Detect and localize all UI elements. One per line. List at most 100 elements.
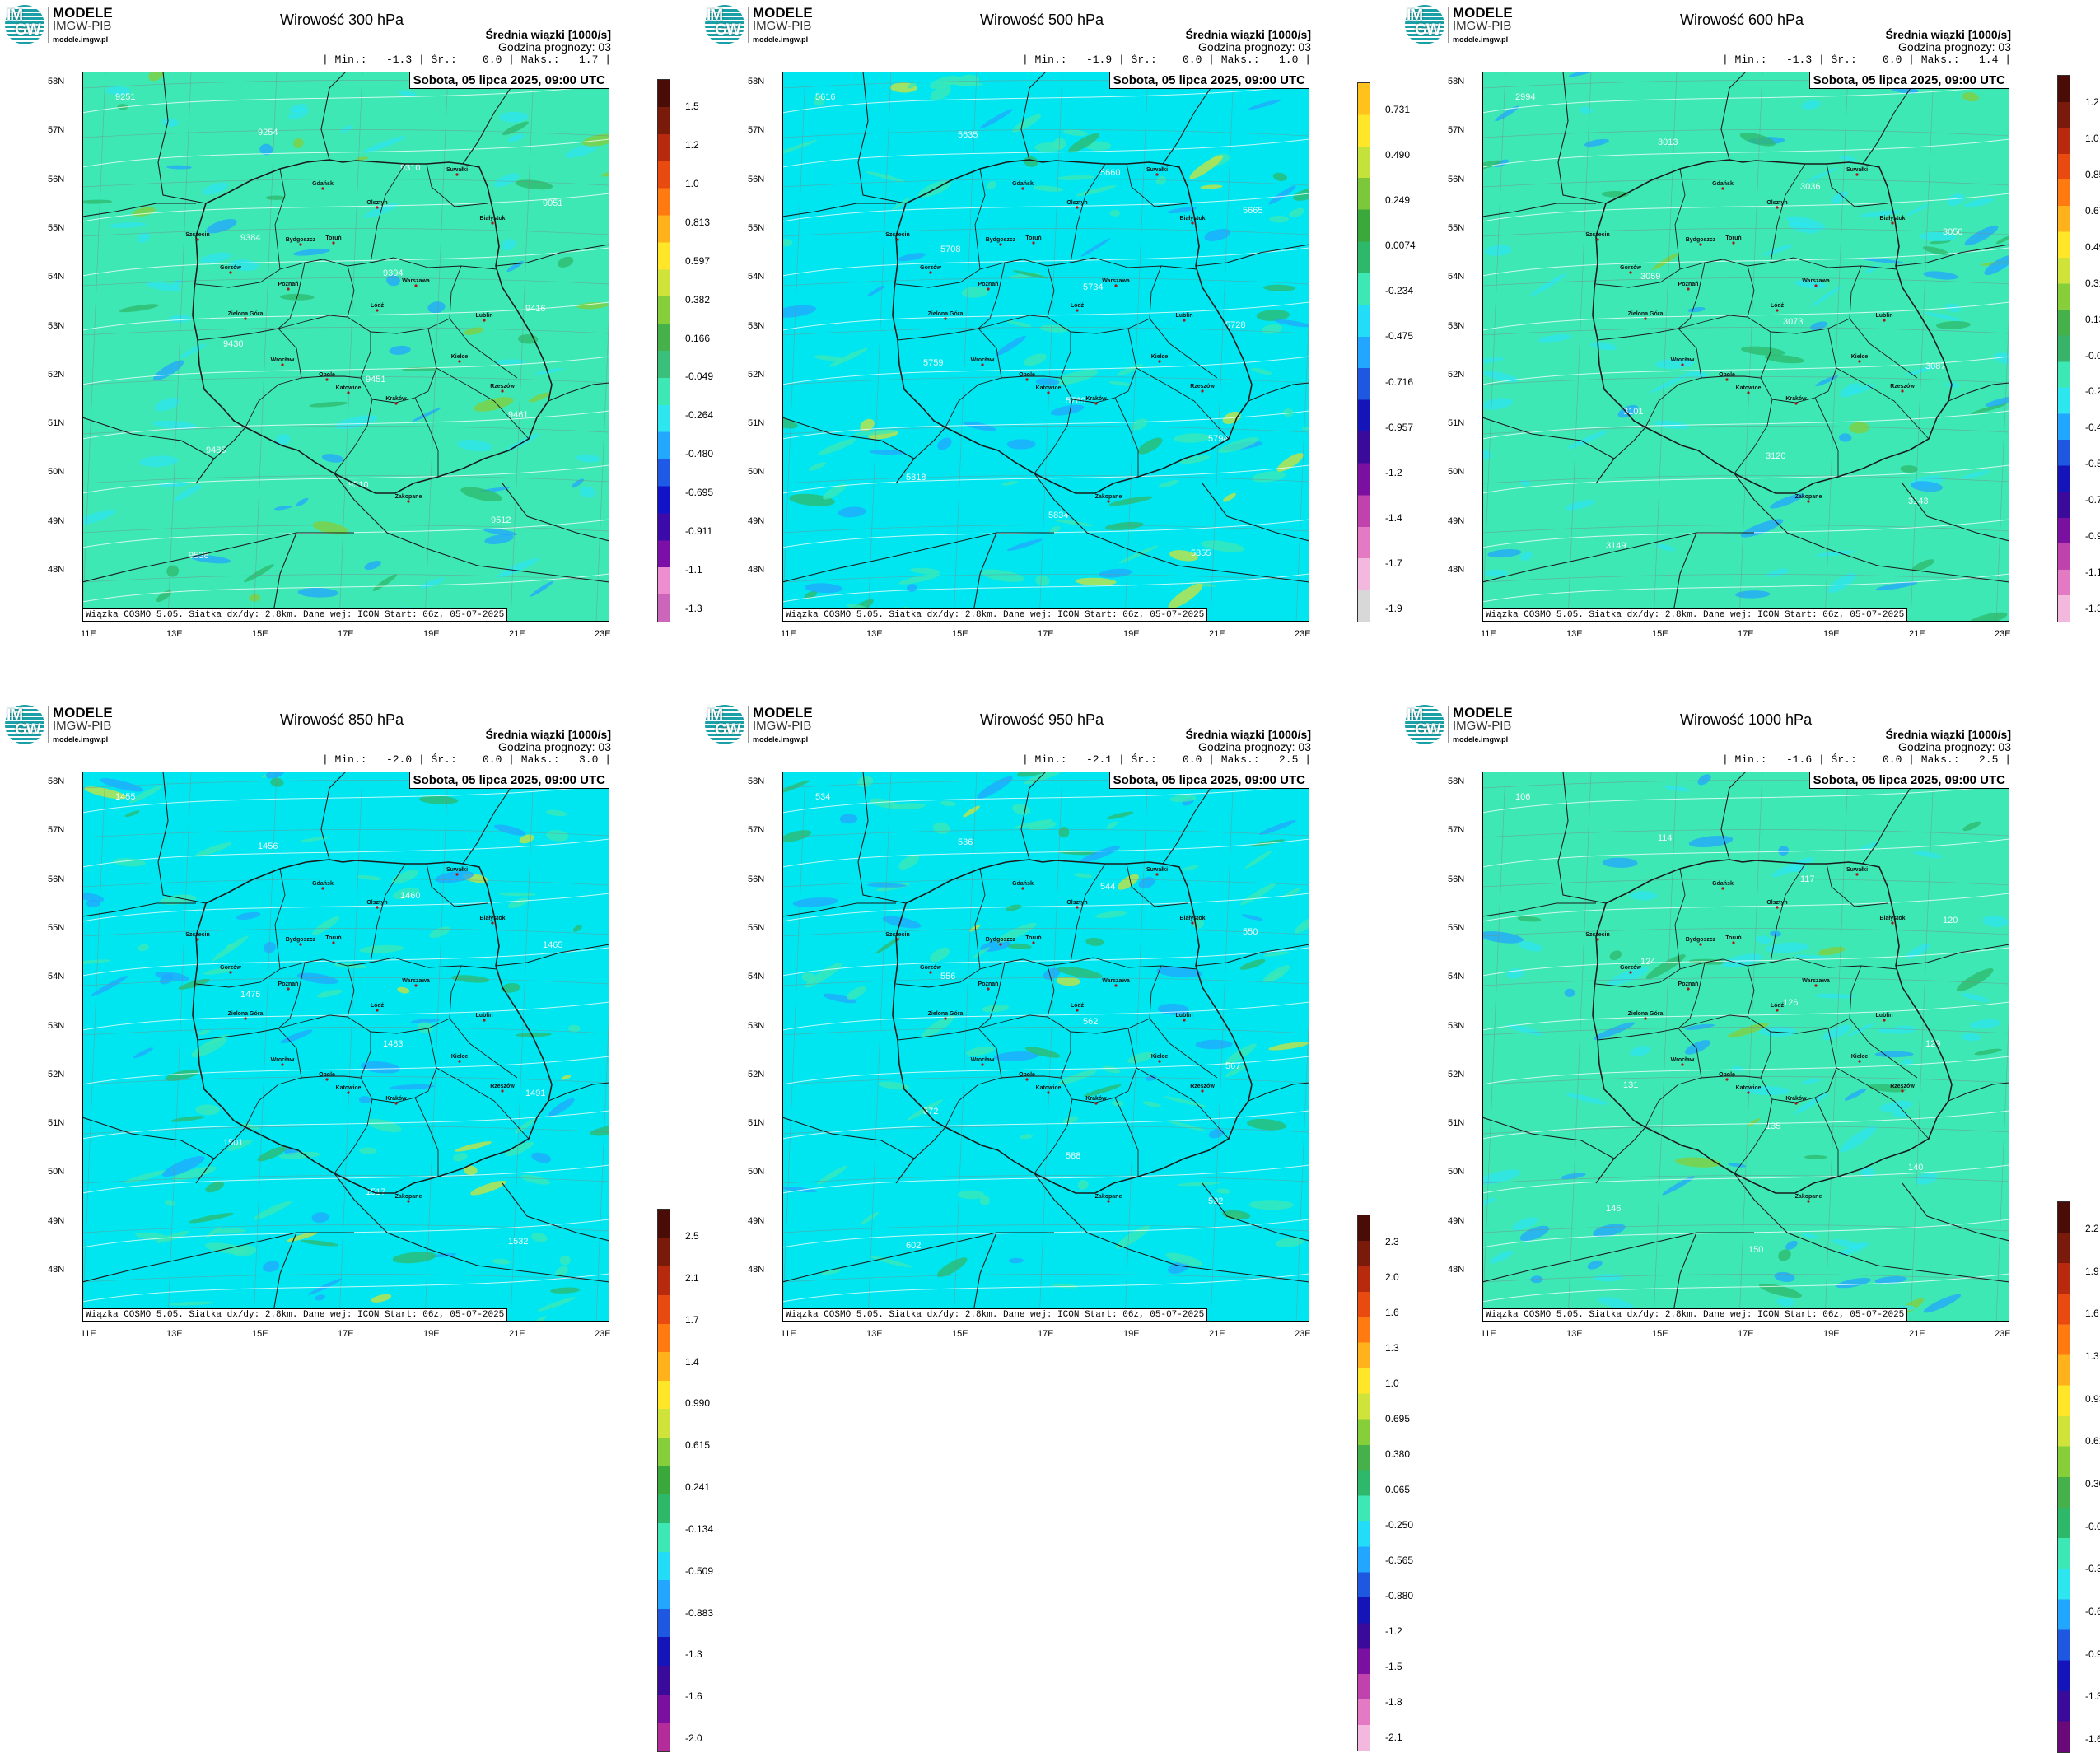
latitude-gridline [82,574,610,583]
vorticity-patch [1262,965,1290,982]
colorbar-tick-label: -1.1 [2085,566,2100,578]
vorticity-patch [1617,404,1639,418]
vorticity-patch [878,1081,910,1090]
vorticity-patch [159,894,197,905]
city-marker [347,1091,350,1094]
logo-divider [48,7,49,43]
contour-label: 588 [1066,1151,1080,1161]
vorticity-map: 106114117120124126129131135140146150Gdań… [1474,771,2020,1324]
city-label: Suwałki [446,167,468,173]
latitude-tick-label: 56N [748,874,765,884]
vorticity-patch [253,1201,292,1220]
contour-line [782,1273,1310,1303]
city-label: Szczecin [185,932,210,938]
longitude-gridline [1210,771,1234,1322]
voivodeship-border [1793,957,1898,970]
city-label: Olsztyn [366,200,387,206]
vorticity-patch [1507,1024,1544,1036]
contour-label: 5635 [958,130,978,140]
city-marker [1699,243,1702,246]
colorbar-tick-label: 1.0 [685,178,699,189]
colorbar-tick-label: -0.585 [2085,458,2100,469]
vorticity-patch [1484,569,1508,577]
vorticity-patch [1099,568,1132,578]
city-marker [1076,906,1079,909]
city-label: Katowice [1736,1085,1762,1091]
colorbar-tick-label: 0.380 [1385,1448,1411,1460]
latitude-gridline [782,879,1310,888]
contour-line [82,247,610,277]
city-label: Warszawa [402,978,430,984]
city-marker [407,500,410,503]
model-info-box: Wiązka COSMO 5.05. Siatka dx/dy: 2.8km. … [82,1308,508,1322]
voivodeship-border [1770,163,1806,263]
latitude-tick-label: 48N [48,565,65,575]
city-marker [376,309,379,312]
country-border [320,71,347,161]
vorticity-patch [364,560,381,571]
logo-line3: modele.imgw.pl [1453,35,1509,44]
latitude-gridline [782,829,1310,838]
city-label: Toruń [325,935,341,941]
city-marker [1629,971,1632,974]
vorticity-patch [1035,575,1050,586]
longitude-tick-label: 17E [1038,629,1054,639]
vorticity-patch [1259,819,1296,835]
vorticity-patch [1814,993,1855,999]
country-border [1902,483,2010,542]
contour-label: 1455 [115,792,135,802]
vorticity-patch [514,1118,536,1134]
city-label: Warszawa [1102,278,1130,284]
logo-text: MODELE IMGW-PIB modele.imgw.pl [753,706,813,746]
longitude-tick-label: 15E [1652,1329,1668,1339]
vorticity-patch [1832,1239,1864,1249]
vorticity-patch [1758,1283,1802,1298]
city-marker [1776,206,1779,209]
vorticity-patch [1827,573,1856,594]
contour-line [1482,356,2010,385]
logo-divider [1448,7,1449,43]
vorticity-patch [299,836,330,842]
vorticity-patch [1033,185,1064,192]
vorticity-patch [493,359,527,365]
longitude-gridline [167,71,192,622]
vorticity-patch [1263,284,1296,291]
vorticity-patch [1645,954,1686,980]
logo-line1: MODELE [53,705,113,720]
vorticity-patch [259,143,273,156]
longitude-gridline [953,71,978,622]
vorticity-patch [156,1230,190,1243]
colorbar-tick-label: 0.0074 [1385,240,1416,251]
colorbar [2057,75,2070,622]
voivodeship-border [426,863,488,907]
colorbar-tick-label: 0.731 [1385,104,1411,115]
longitude-gridline [1124,71,1149,622]
latitude-gridline [82,1175,610,1184]
vorticity-patch [866,171,905,183]
country-border [1557,771,1607,904]
vorticity-patch [1770,493,1804,509]
city-label: Katowice [336,385,362,391]
contour-label: 135 [1766,1121,1780,1131]
vorticity-patch [866,285,885,297]
country-border [895,1126,946,1184]
city-label: Suwałki [1846,867,1868,873]
voivodeship-border [1093,257,1198,270]
chart-panel: IM GW MODELE IMGW-PIB modele.imgw.pl Wirowość… [0,0,713,700]
vorticity-map: 1455 1456 1460 1465 1475 1483 1491 1501 1517 1532… [73,767,628,1326]
latitude-tick-label: 58N [748,77,765,86]
contour-label: 5660 [1100,168,1120,178]
vorticity-patch [410,1019,441,1023]
vorticity-patch [194,842,232,857]
logo-line1: MODELE [753,5,813,21]
longitude-tick-label: 23E [1995,1329,2011,1339]
voivodeship-border [895,962,1006,988]
contour-label: 124 [1640,957,1655,967]
vorticity-patch [1276,453,1304,472]
vorticity-patch [1732,1065,1744,1072]
vorticity-patch [1778,846,1790,856]
city-label: Gdańsk [312,881,334,887]
vorticity-patch [460,487,502,501]
country-border [782,1117,915,1159]
voivodeship-border [1645,375,1725,428]
